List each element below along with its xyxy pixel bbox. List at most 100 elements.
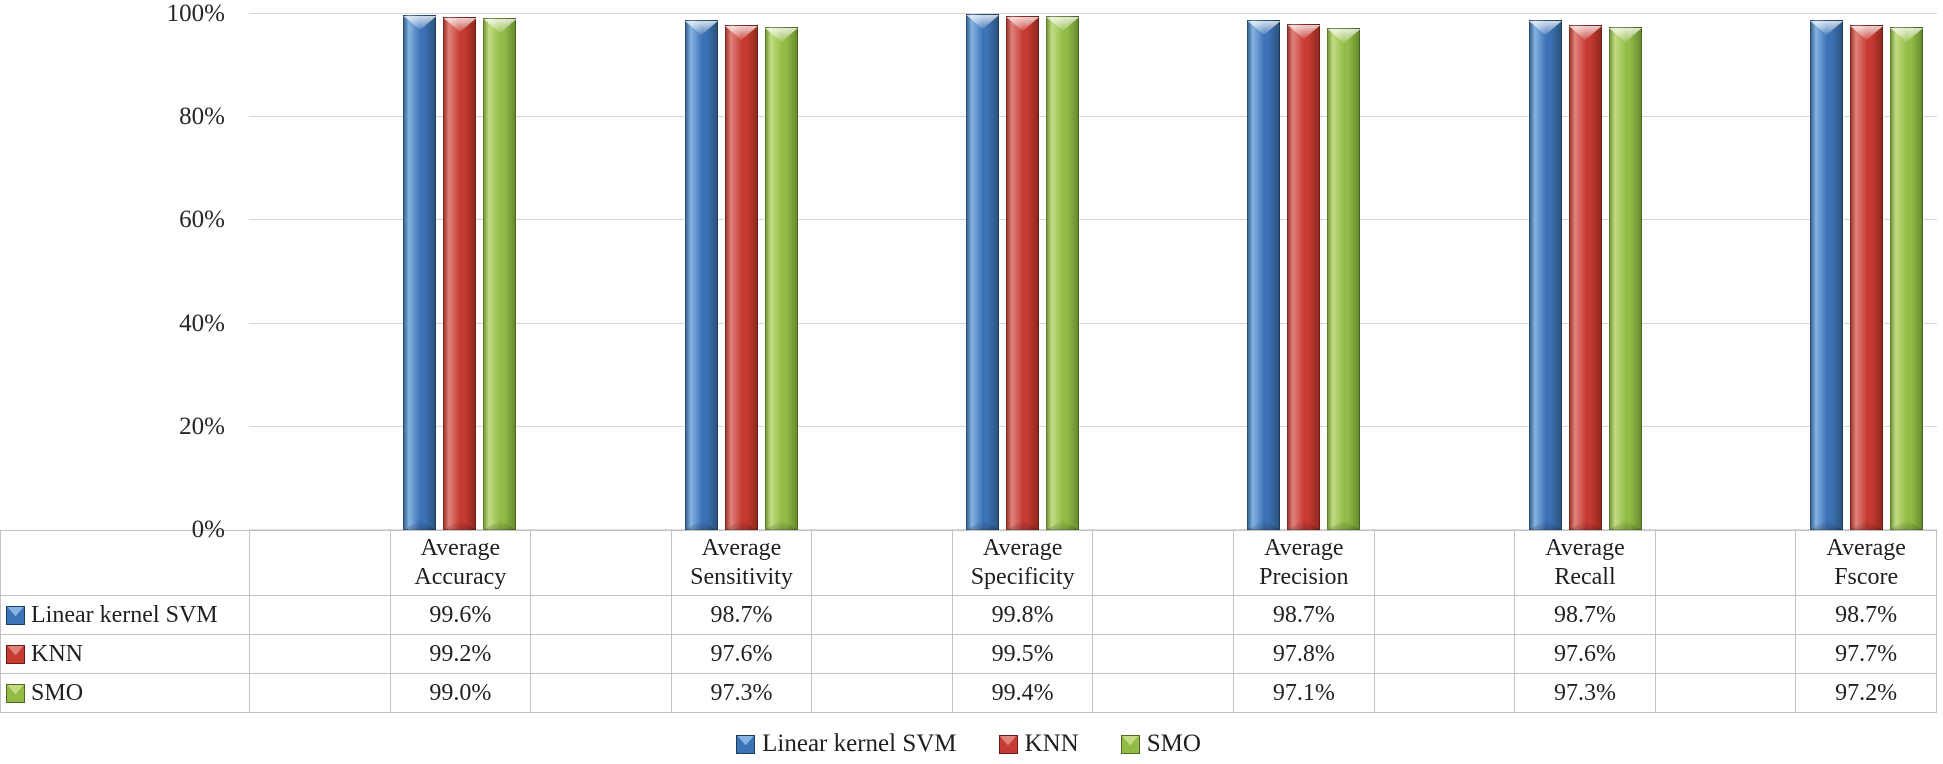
spacer-cell	[1654, 673, 1797, 713]
value-cell: 99.2%	[389, 634, 532, 674]
gridline	[249, 219, 1937, 221]
legend-item: Linear kernel SVM	[736, 730, 957, 758]
y-axis-tick-label: 20%	[179, 412, 225, 440]
spacer-cell	[249, 530, 391, 596]
bar-smo-4	[1608, 27, 1642, 530]
value-cell: 97.3%	[1514, 673, 1656, 713]
y-axis-tick-label: 60%	[179, 206, 225, 234]
spacer-cell	[1092, 595, 1235, 635]
value-cell: 97.8%	[1233, 634, 1375, 674]
bar-group	[671, 0, 812, 530]
bar-knn-1	[724, 25, 758, 530]
bar-linear-kernel-svm-2	[966, 14, 1000, 530]
marker-facet	[7, 645, 24, 656]
bar-smo-1	[764, 27, 798, 530]
series-name-label: SMO	[31, 679, 84, 706]
value-cell: 98.7%	[1233, 595, 1375, 635]
legend-item: KNN	[998, 730, 1079, 758]
series-name-cell: KNN	[0, 634, 250, 674]
data-table: Average Accuracy Average Sensitivity Avera…	[0, 530, 1937, 713]
table-corner-cell	[0, 530, 250, 596]
bar-linear-kernel-svm-4	[1528, 20, 1562, 530]
table-row: SMO 99.0% 97.3% 99.4% 97.1% 97.3% 97.2%	[0, 673, 1937, 713]
value-cell: 98.7%	[1514, 595, 1656, 635]
category-header-cell: Average Precision	[1233, 530, 1375, 596]
value-cell: 99.6%	[389, 595, 532, 635]
y-axis: 0% 20% 40% 60% 80% 100%	[0, 0, 249, 543]
legend-item: SMO	[1120, 730, 1201, 758]
legend-label: KNN	[1024, 730, 1079, 757]
value-cell: 97.6%	[1514, 634, 1656, 674]
spacer-cell	[530, 595, 672, 635]
linear-kernel-svm-series-marker-icon	[736, 734, 756, 754]
y-axis-tick-label: 80%	[179, 103, 225, 131]
spacer-cell	[1373, 595, 1516, 635]
spacer-cell	[1373, 530, 1516, 596]
y-axis-tick-label: 0%	[191, 516, 225, 543]
category-header-cell: Average Recall	[1514, 530, 1656, 596]
marker-facet	[737, 735, 755, 746]
series-name-label: KNN	[31, 640, 83, 667]
spacer-cell	[249, 673, 391, 713]
spacer-cell	[1654, 530, 1797, 596]
y-axis-tick-label: 40%	[179, 309, 225, 337]
category-header-cell: Average Sensitivity	[670, 530, 813, 596]
spacer-cell	[1373, 673, 1516, 713]
spacer-cell	[811, 530, 953, 596]
bar-knn-3	[1287, 24, 1321, 530]
marker-facet	[7, 606, 24, 617]
spacer-cell	[1092, 530, 1235, 596]
bar-knn-0	[443, 17, 477, 530]
spacer-cell	[1092, 634, 1235, 674]
spacer-cell	[1654, 595, 1797, 635]
table-row: KNN 99.2% 97.6% 99.5% 97.8% 97.6% 97.7%	[0, 634, 1937, 674]
linear-kernel-svm-series-marker-icon	[6, 605, 25, 625]
spacer-cell	[530, 634, 672, 674]
spacer-cell	[811, 595, 953, 635]
table-row: Linear kernel SVM 99.6% 98.7% 99.8% 98.7% 98.…	[0, 595, 1937, 635]
bar-smo-5	[1890, 27, 1924, 530]
value-cell: 97.3%	[670, 673, 813, 713]
bar-knn-5	[1850, 25, 1884, 530]
value-cell: 98.7%	[670, 595, 813, 635]
data-table-body: Average Accuracy Average Sensitivity Avera…	[0, 530, 1937, 713]
legend-label: Linear kernel SVM	[762, 730, 957, 757]
bar-linear-kernel-svm-5	[1810, 20, 1844, 530]
bar-groups	[249, 0, 1937, 530]
spacer-cell	[530, 530, 672, 596]
value-cell: 98.7%	[1795, 595, 1937, 635]
value-cell: 99.0%	[389, 673, 532, 713]
plot-area	[249, 0, 1937, 530]
value-cell: 97.2%	[1795, 673, 1937, 713]
category-header-cell: Average Specificity	[951, 530, 1094, 596]
value-cell: 99.8%	[951, 595, 1094, 635]
bar-smo-2	[1046, 16, 1080, 530]
knn-series-marker-icon	[6, 644, 25, 664]
category-header-row: Average Accuracy Average Sensitivity Avera…	[0, 530, 1937, 596]
bar-linear-kernel-svm-1	[684, 20, 718, 530]
spacer-cell	[1373, 634, 1516, 674]
bar-group	[1515, 0, 1656, 530]
bar-smo-0	[483, 18, 517, 530]
marker-facet	[999, 735, 1017, 746]
smo-series-marker-icon	[6, 683, 25, 703]
marker-facet	[1121, 735, 1139, 746]
gridline	[249, 116, 1937, 118]
spacer-cell	[811, 634, 953, 674]
bar-group	[952, 0, 1093, 530]
plot-row: 0% 20% 40% 60% 80% 100%	[0, 0, 1937, 530]
spacer-cell	[811, 673, 953, 713]
bar-group	[1234, 0, 1375, 530]
y-axis-tick-label: 100%	[166, 0, 225, 27]
gridline	[249, 13, 1937, 14]
series-name-cell: SMO	[0, 673, 250, 713]
spacer-cell	[1654, 634, 1797, 674]
bar-linear-kernel-svm-3	[1247, 20, 1281, 530]
category-header-cell: Average Accuracy	[389, 530, 532, 596]
gridline	[249, 529, 1937, 530]
bar-group	[390, 0, 531, 530]
bar-group	[1796, 0, 1937, 530]
gridline	[249, 425, 1937, 427]
value-cell: 97.6%	[670, 634, 813, 674]
